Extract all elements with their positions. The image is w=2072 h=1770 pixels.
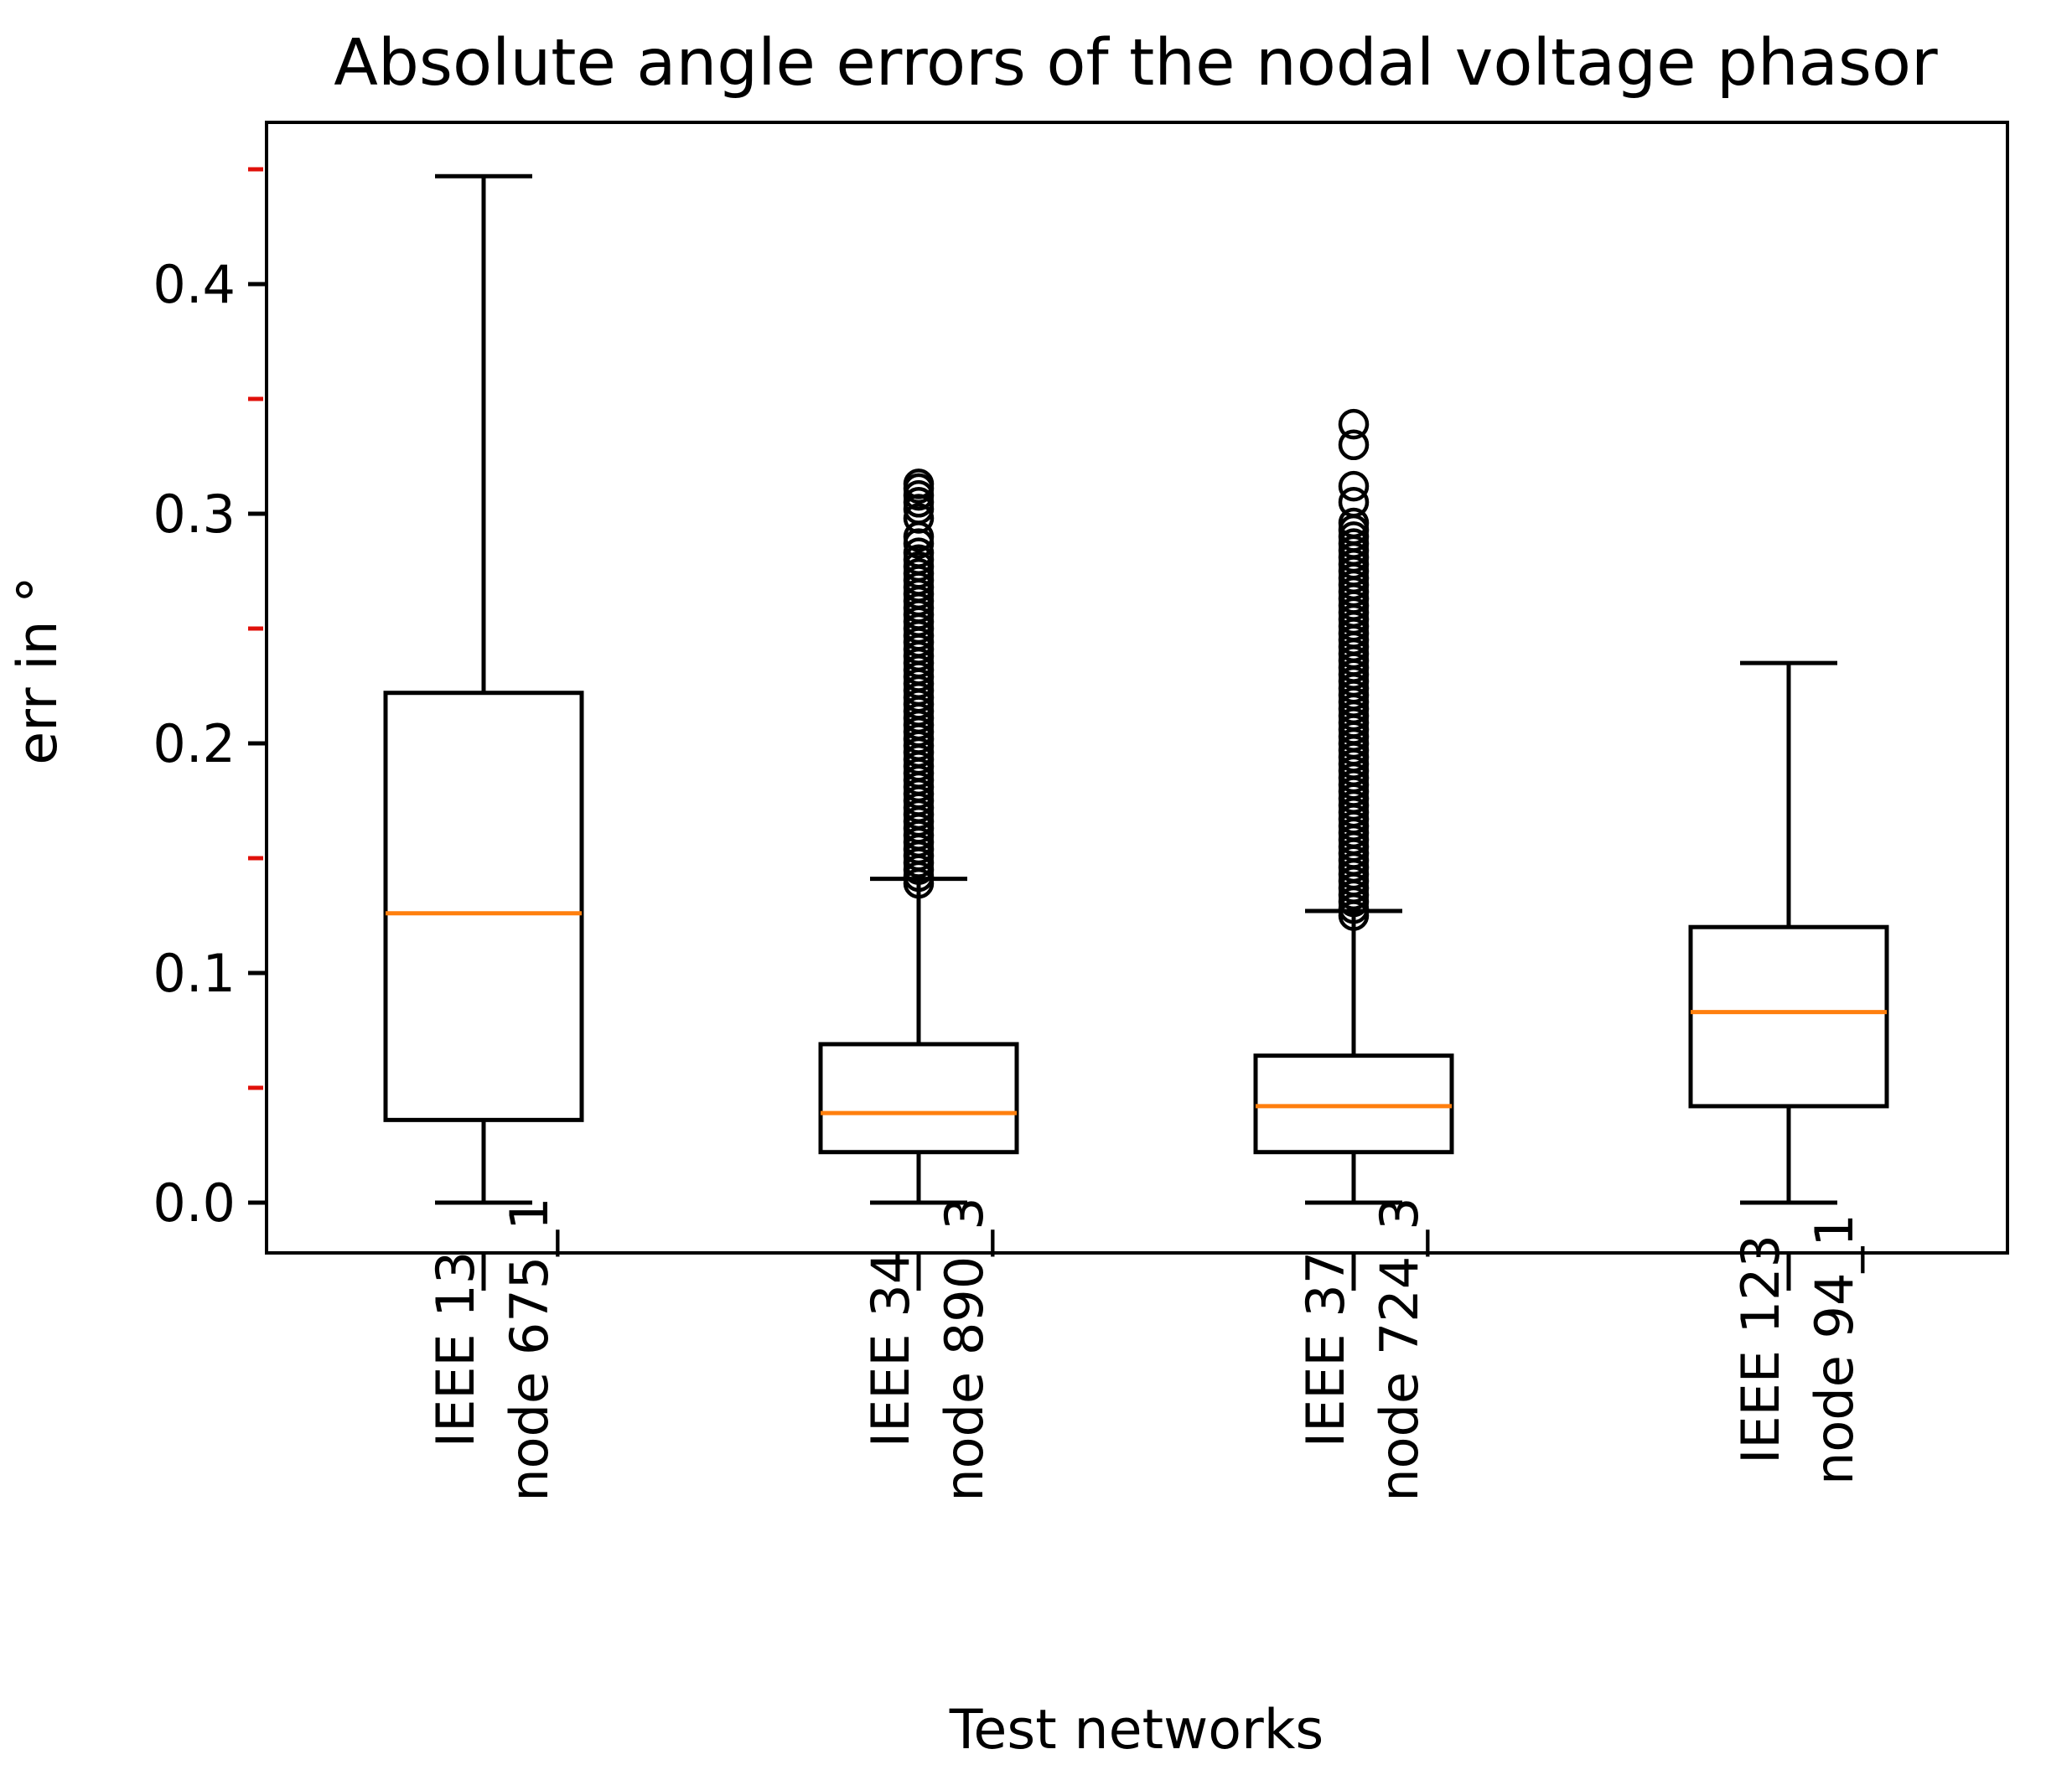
- x-tick-label-line2: node 675_1: [499, 1197, 560, 1501]
- y-tick-label-3: 0.3: [153, 484, 236, 545]
- axes-frame: [265, 121, 2009, 1255]
- iqr-box: [818, 1042, 1019, 1155]
- chart-title: Absolute angle errors of the nodal volta…: [334, 26, 1938, 101]
- x-tick-label-line1: IEEE 34: [860, 1251, 921, 1447]
- outlier-point: [903, 503, 935, 534]
- y-tick-label-2: 0.2: [153, 713, 236, 774]
- iqr-box: [1253, 1053, 1454, 1155]
- x-tick-label-line1: IEEE 37: [1295, 1251, 1356, 1447]
- outlier-point: [1338, 429, 1370, 461]
- iqr-box: [383, 691, 584, 1122]
- outlier-point: [1338, 507, 1370, 539]
- box-group-2: [1253, 908, 1454, 1205]
- outlier-point: [1338, 408, 1370, 440]
- x-tick-label-line1: IEEE 123: [1730, 1234, 1791, 1464]
- y-axis: 0.0 0.1 0.2 0.3 0.4: [153, 167, 267, 1234]
- outlier-point: [903, 468, 935, 499]
- x-tick-label-0: IEEE 13 node 675_1: [425, 1197, 560, 1501]
- y-tick-label-1: 0.1: [153, 943, 236, 1004]
- outliers-layer: [903, 408, 1370, 931]
- y-axis-label: err in °: [7, 576, 70, 764]
- x-tick-label-line1: IEEE 13: [425, 1251, 486, 1447]
- box-group-0: [383, 173, 584, 1205]
- iqr-box: [1688, 924, 1889, 1109]
- boxes-layer: [383, 173, 1889, 1205]
- y-tick-label-0: 0.0: [153, 1172, 236, 1234]
- x-tick-label-1: IEEE 34 node 890_3: [860, 1197, 995, 1501]
- x-axis-label: Test networks: [949, 1699, 1324, 1762]
- x-tick-label-line2: node 890_3: [934, 1197, 995, 1501]
- x-axis: IEEE 13 node 675_1 IEEE 34 node 890_3 IEEE 3…: [425, 1197, 1865, 1501]
- outlier-point: [1338, 470, 1370, 502]
- outlier-point: [1338, 487, 1370, 518]
- x-tick-label-3: IEEE 123 node 94_1: [1730, 1214, 1865, 1485]
- box-group-1: [818, 877, 1019, 1205]
- y-tick-label-4: 0.4: [153, 254, 236, 315]
- outlier-point: [903, 537, 935, 568]
- x-tick-label-2: IEEE 37 node 724_3: [1295, 1197, 1430, 1501]
- box-group-3: [1688, 660, 1889, 1205]
- x-tick-label-line2: node 724_3: [1369, 1197, 1430, 1501]
- x-tick-label-line2: node 94_1: [1804, 1214, 1865, 1485]
